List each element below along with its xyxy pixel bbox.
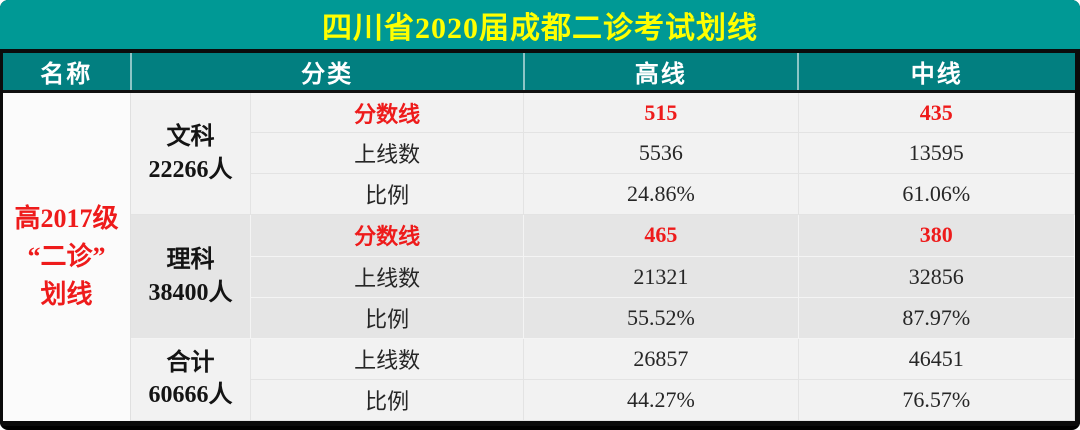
subject-count: 22266人 (148, 156, 233, 183)
col-header-mid: 中线 (797, 53, 1075, 93)
subject-cell-total: 合计 60666人 (130, 337, 251, 422)
value-mid: 380 (797, 214, 1076, 257)
cutoff-table-wrap: 名称 分类 高线 中线 高2017级 “二诊” 划线 文科 22266人 (0, 53, 1080, 426)
value-high: 515 (523, 90, 799, 134)
row-label-above-line: 上线数 (249, 255, 525, 298)
col-header-category: 分类 (129, 53, 524, 93)
value-high: 21321 (523, 255, 799, 298)
value-mid: 87.97% (797, 296, 1076, 339)
value-mid: 32856 (797, 255, 1076, 298)
table-row: 上线数 5536 13595 (3, 132, 1076, 175)
subject-count: 60666人 (148, 382, 233, 409)
table-row: 比例 55.52% 87.97% (3, 296, 1076, 339)
name-label-line1: 高2017级 (14, 204, 119, 234)
table-row: 比例 44.27% 76.57% (3, 378, 1076, 422)
table-row: 高2017级 “二诊” 划线 文科 22266人 分数线 515 435 (3, 90, 1076, 421)
table-row: 合计 60666人 上线数 26857 46451 (3, 337, 1076, 422)
subject-name: 合计 (166, 349, 215, 376)
subject-count: 38400人 (148, 279, 233, 306)
page-title: 四川省2020届成都二诊考试划线 (322, 11, 758, 45)
name-group-label: 高2017级 “二诊” 划线 (3, 91, 131, 421)
value-high: 44.27% (523, 378, 799, 422)
value-mid: 46451 (797, 337, 1076, 380)
table-row: 比例 24.86% 61.06% (3, 173, 1076, 216)
subject-name: 文科 (166, 124, 215, 151)
value-high: 55.52% (523, 296, 799, 339)
row-label-score-line: 分数线 (249, 90, 525, 134)
table-row: 理科 38400人 分数线 465 380 (3, 214, 1076, 339)
row-label-ratio: 比例 (249, 296, 525, 339)
value-mid: 13595 (797, 132, 1076, 175)
name-label-line3: 划线 (40, 279, 93, 309)
col-header-name: 名称 (3, 53, 131, 93)
value-high: 465 (523, 214, 799, 257)
row-label-ratio: 比例 (249, 378, 525, 422)
value-mid: 435 (797, 90, 1076, 134)
subject-cell-science: 理科 38400人 (130, 214, 251, 339)
title-bar: 四川省2020届成都二诊考试划线 (0, 0, 1080, 53)
row-label-above-line: 上线数 (249, 132, 525, 175)
cutoff-table: 名称 分类 高线 中线 高2017级 “二诊” 划线 文科 22266人 (3, 53, 1076, 422)
value-mid: 61.06% (797, 173, 1076, 216)
value-high: 24.86% (523, 173, 799, 216)
value-high: 5536 (523, 132, 799, 175)
value-high: 26857 (523, 337, 799, 380)
table-row: 上线数 21321 32856 (3, 255, 1076, 298)
value-mid: 76.57% (797, 378, 1076, 422)
col-header-high: 高线 (522, 53, 799, 93)
subject-cell-arts: 文科 22266人 (130, 90, 251, 216)
row-label-score-line: 分数线 (249, 214, 525, 257)
name-label-line2: “二诊” (27, 241, 106, 271)
row-label-ratio: 比例 (249, 173, 525, 216)
row-label-above-line: 上线数 (249, 337, 525, 380)
header-row: 名称 分类 高线 中线 (3, 53, 1075, 93)
subject-name: 理科 (166, 247, 215, 274)
